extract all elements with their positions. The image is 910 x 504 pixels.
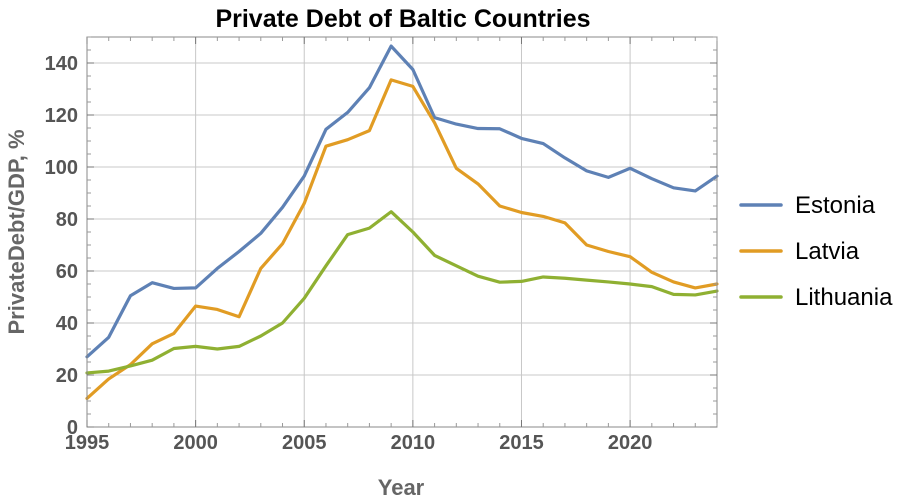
series-line-latvia <box>85 78 719 400</box>
chart-title: Private Debt of Baltic Countries <box>215 5 590 33</box>
x-tick-label: 2010 <box>391 432 436 454</box>
legend-label-lithuania: Lithuania <box>795 284 893 311</box>
y-tick-label: 120 <box>45 105 78 127</box>
x-tick-label: 1995 <box>65 432 110 454</box>
y-tick-label: 0 <box>67 417 78 439</box>
series-lines <box>85 44 719 400</box>
series-line-estonia <box>85 44 719 359</box>
y-tick-label: 20 <box>56 365 78 387</box>
y-tick-labels: 0 20 40 60 80 100 120 140 <box>45 53 78 439</box>
y-tick-label: 40 <box>56 313 78 335</box>
y-axis-label: PrivateDebt/GDP, % <box>4 129 29 334</box>
y-tick-label: 80 <box>56 209 78 231</box>
x-tick-label: 2005 <box>282 432 327 454</box>
axis-ticks <box>86 36 718 428</box>
x-tick-labels: 1995 2000 2005 2010 2015 2020 <box>65 432 653 454</box>
grid-lines <box>87 37 717 427</box>
legend-label-latvia: Latvia <box>795 238 860 265</box>
x-tick-label: 2020 <box>608 432 653 454</box>
plot-frame <box>86 36 718 428</box>
y-tick-label: 100 <box>45 157 78 179</box>
x-tick-label: 2015 <box>499 432 544 454</box>
legend-label-estonia: Estonia <box>795 192 876 219</box>
x-tick-label: 2000 <box>173 432 218 454</box>
series-line-lithuania <box>85 210 719 375</box>
y-tick-label: 140 <box>45 53 78 75</box>
legend: Estonia Latvia Lithuania <box>739 192 893 311</box>
x-axis-label: Year <box>378 475 425 500</box>
y-tick-label: 60 <box>56 261 78 283</box>
